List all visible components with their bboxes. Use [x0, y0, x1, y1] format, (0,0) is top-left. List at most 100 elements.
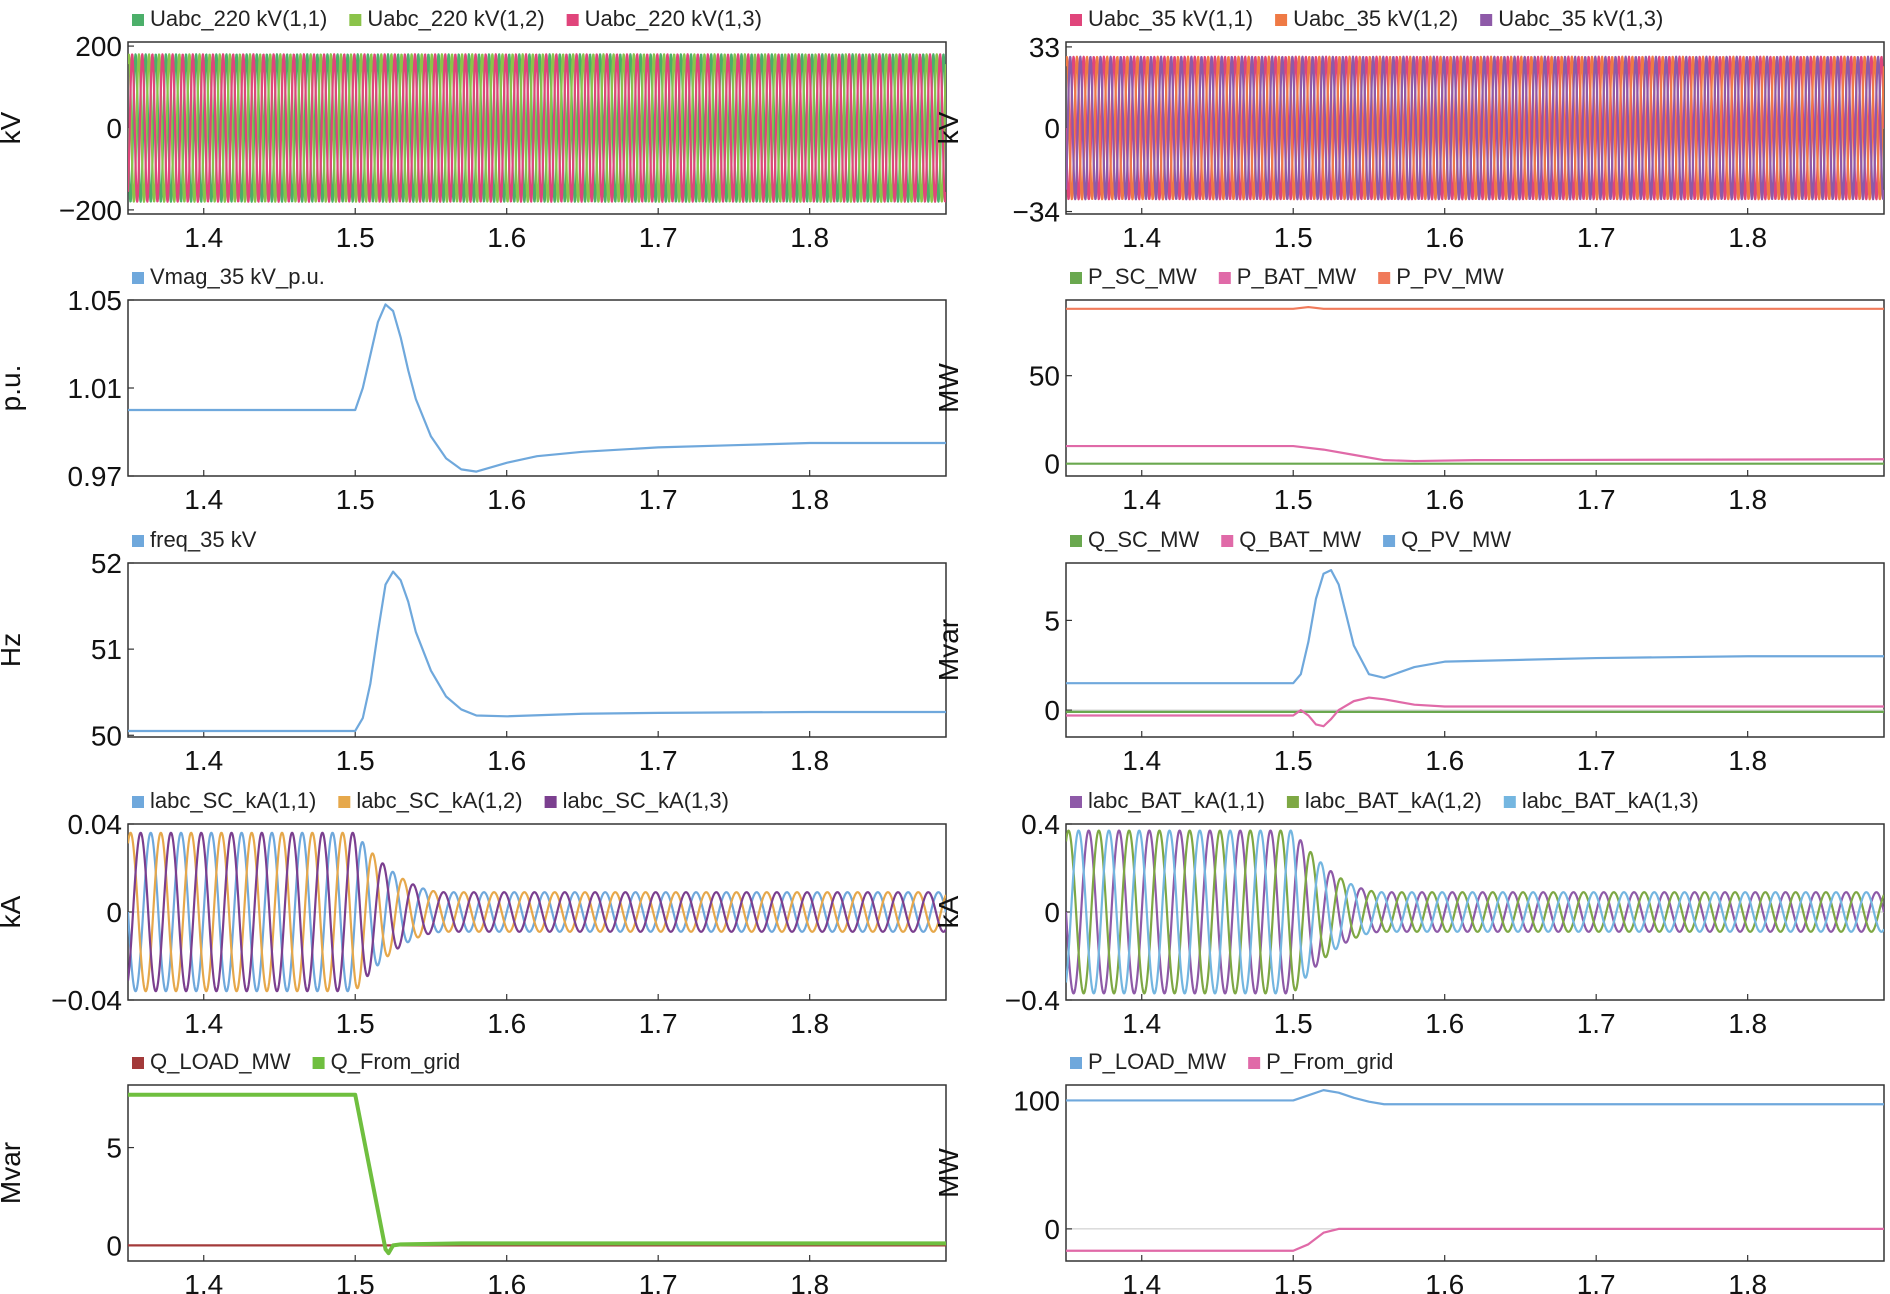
legend-label: P_LOAD_MW — [1088, 1049, 1226, 1074]
series-line-P_BAT_MW — [1066, 444, 1884, 463]
legend-label: Uabc_35 kV(1,2) — [1293, 6, 1458, 31]
legend-swatch — [1070, 272, 1082, 284]
legend-label: freq_35 kV — [150, 527, 257, 552]
legend-label: labc_SC_kA(1,1) — [150, 788, 316, 813]
series-line-P_LOAD_MW — [1066, 1089, 1884, 1106]
legend-label: Q_LOAD_MW — [150, 1049, 291, 1074]
x-tick-label: 1.5 — [336, 1269, 375, 1294]
series-line-labc_BAT_kA(1,2) — [1066, 829, 1884, 995]
series-line-Vmag_35 kV_p.u. — [128, 303, 946, 473]
legend-swatch — [132, 272, 144, 284]
series-line-labc_SC_kA(1,3) — [128, 831, 946, 993]
legend-swatch — [1378, 272, 1391, 284]
y-tick-label: 0.97 — [68, 461, 123, 492]
x-tick-label: 1.6 — [1425, 745, 1464, 776]
legend-swatch — [1503, 796, 1516, 808]
series-line-Q_From_grid — [128, 1092, 946, 1256]
y-axis-label: Mvar — [0, 1142, 26, 1204]
series-group — [1066, 569, 1884, 728]
y-tick-label: 50 — [91, 720, 122, 751]
x-tick-label: 1.8 — [790, 222, 829, 253]
x-tick-label: 1.6 — [1425, 222, 1464, 253]
y-tick-label: 0 — [106, 897, 122, 928]
x-tick-label: 1.5 — [1274, 484, 1313, 515]
x-tick-label: 1.7 — [639, 484, 678, 515]
series-line-freq_35 kV — [128, 570, 946, 733]
x-tick-label: 1.8 — [790, 484, 829, 515]
legend-label: Vmag_35 kV_p.u. — [150, 264, 325, 289]
plot-frame — [127, 562, 947, 738]
legend-swatch — [132, 796, 144, 808]
x-tick-label: 1.4 — [1122, 1008, 1161, 1039]
x-tick-label: 1.4 — [1122, 484, 1161, 515]
chart-panel-p6: 1.4 1.5 1.6 1.7 1.8 5 0 Mvar Q_SC_MW Q_BAT_MW Q_PV… — [933, 527, 1885, 776]
series-line-Uabc_220 kV(1,1) — [128, 53, 946, 203]
y-tick-label: 1.05 — [68, 285, 123, 316]
series-group — [1066, 305, 1884, 465]
chart-panel-p8: 1.4 1.5 1.6 1.7 1.8 0.4 0 −0.4 kA labc_BAT_kA(1,1… — [933, 788, 1885, 1039]
y-axis-label: MW — [933, 1148, 964, 1198]
x-tick-label: 1.7 — [1577, 1008, 1616, 1039]
x-tick-label: 1.8 — [1728, 1269, 1767, 1294]
legend-swatch — [1275, 14, 1288, 26]
x-tick-label: 1.8 — [790, 1008, 829, 1039]
y-tick-label: 52 — [91, 548, 122, 579]
x-tick-label: 1.4 — [184, 1008, 223, 1039]
legend-label: Q_SC_MW — [1088, 527, 1199, 552]
series-line-labc_BAT_kA(1,1) — [1066, 829, 1884, 995]
legend-label: Q_From_grid — [331, 1049, 461, 1074]
y-axis-label: kA — [933, 895, 964, 928]
legend-swatch — [1070, 1057, 1082, 1069]
x-tick-label: 1.6 — [487, 745, 526, 776]
x-tick-label: 1.7 — [1577, 222, 1616, 253]
legend-swatch — [338, 796, 351, 808]
plot-frame — [1065, 1084, 1885, 1262]
x-tick-label: 1.5 — [1274, 1269, 1313, 1294]
legend-swatch — [566, 14, 579, 26]
y-axis-label: Mvar — [933, 619, 964, 681]
chart-panel-p4: 1.4 1.5 1.6 1.7 1.8 50 0 MW P_SC_MW P_BAT_MW P_PV_… — [933, 264, 1885, 515]
chart-panel-p7: 1.4 1.5 1.6 1.7 1.8 0.04 0 −0.04 kA labc_SC_kA(1,… — [0, 788, 947, 1039]
legend-swatch — [1070, 535, 1082, 547]
legend-swatch — [544, 796, 557, 808]
series-line-Uabc_220 kV(1,3) — [128, 53, 946, 203]
series-line-P_PV_MW — [1066, 305, 1884, 310]
x-tick-label: 1.8 — [1728, 222, 1767, 253]
x-tick-label: 1.4 — [1122, 1269, 1161, 1294]
chart-panel-p5: 1.4 1.5 1.6 1.7 1.8 52 51 50 Hz freq_35 kV — [0, 527, 947, 776]
legend-label: labc_BAT_kA(1,1) — [1088, 788, 1265, 813]
legend-swatch — [1221, 535, 1234, 547]
series-line-Q_BAT_MW — [1066, 696, 1884, 728]
x-tick-label: 1.4 — [184, 745, 223, 776]
y-tick-label: 0 — [1044, 113, 1060, 144]
x-tick-label: 1.6 — [487, 222, 526, 253]
series-line-Uabc_35 kV(1,3) — [1066, 55, 1884, 201]
legend-label: Uabc_220 kV(1,1) — [150, 6, 327, 31]
chart-panel-p9: 1.4 1.5 1.6 1.7 1.8 5 0 Mvar Q_LOAD_MW Q_From_gri… — [0, 1049, 947, 1294]
x-tick-label: 1.6 — [1425, 484, 1464, 515]
chart-panel-p10: 1.4 1.5 1.6 1.7 1.8 100 0 MW P_LOAD_MW P_From_gri… — [933, 1049, 1885, 1294]
x-tick-label: 1.7 — [639, 1008, 678, 1039]
x-tick-label: 1.5 — [336, 484, 375, 515]
legend-swatch — [132, 535, 144, 547]
y-tick-label: 0 — [106, 1230, 122, 1261]
x-tick-label: 1.4 — [1122, 745, 1161, 776]
legend-swatch — [1383, 535, 1396, 547]
y-tick-label: 5 — [1044, 605, 1060, 636]
x-tick-label: 1.8 — [1728, 1008, 1767, 1039]
x-tick-label: 1.4 — [184, 222, 223, 253]
x-tick-label: 1.4 — [1122, 222, 1161, 253]
y-axis-label: Hz — [0, 633, 26, 667]
x-tick-label: 1.5 — [336, 222, 375, 253]
x-tick-label: 1.5 — [1274, 745, 1313, 776]
series-group — [128, 1092, 946, 1256]
y-tick-label: 0.4 — [1021, 809, 1060, 840]
legend-label: P_PV_MW — [1396, 264, 1504, 289]
legend-swatch — [1218, 272, 1231, 284]
y-tick-label: 0 — [1044, 1214, 1060, 1245]
legend-swatch — [132, 1057, 144, 1069]
series-line-Uabc_220 kV(1,2) — [128, 53, 946, 203]
x-tick-label: 1.6 — [487, 1008, 526, 1039]
legend-label: Uabc_35 kV(1,3) — [1498, 6, 1663, 31]
legend-label: Q_PV_MW — [1401, 527, 1511, 552]
